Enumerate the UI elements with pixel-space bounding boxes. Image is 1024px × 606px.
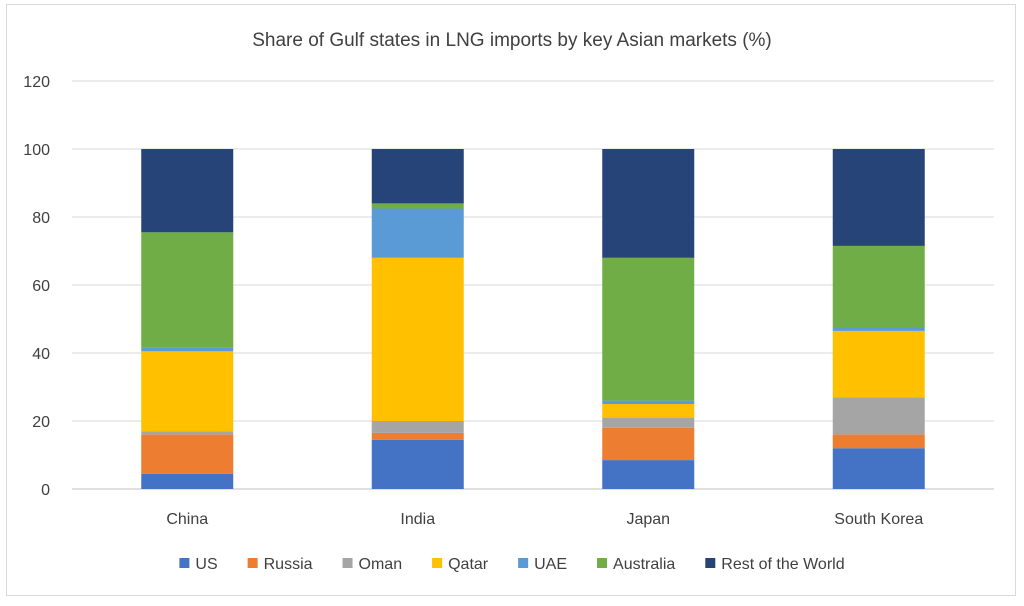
bar-china-oman — [141, 431, 234, 435]
x-category-label-india: India — [400, 511, 435, 528]
y-tick-label-20: 20 — [32, 414, 50, 431]
bar-india-qatar — [371, 257, 464, 421]
legend-label-australia: Australia — [613, 556, 675, 573]
bar-japan-rest-of-the-world — [602, 149, 695, 258]
legend: US Russia Oman Qatar UAE Australia Rest of the… — [179, 556, 845, 573]
x-category-label-south-korea: South Korea — [834, 511, 923, 528]
y-tick-label-120: 120 — [23, 74, 50, 91]
bar-china-australia — [141, 232, 234, 348]
bar-india-us — [371, 439, 464, 489]
y-axis-ticks: 0 20 40 60 80 100 120 — [23, 74, 50, 499]
bar-japan-oman — [602, 417, 695, 428]
chart-title: Share of Gulf states in LNG imports by k… — [252, 30, 772, 51]
bar-south-korea-uae — [832, 327, 925, 331]
legend-label-rest-of-the-world: Rest of the World — [721, 556, 844, 573]
bar-south-korea-us — [832, 448, 925, 489]
bar-china-uae — [141, 347, 234, 352]
bar-china-us — [141, 473, 234, 489]
legend-swatch-uae — [518, 558, 529, 568]
bar-india-australia — [371, 203, 464, 209]
bar-japan-russia — [602, 427, 695, 461]
y-tick-label-40: 40 — [32, 346, 50, 363]
bar-india-uae — [371, 208, 464, 258]
bar-japan-uae — [602, 400, 695, 404]
bar-japan-us — [602, 460, 695, 489]
bar-india-oman — [371, 421, 464, 433]
legend-label-qatar: Qatar — [448, 556, 489, 573]
bar-japan-australia — [602, 257, 695, 401]
bar-south-korea-australia — [832, 245, 925, 328]
bar-south-korea-rest-of-the-world — [832, 149, 925, 246]
bar-japan-qatar — [602, 404, 695, 418]
x-category-label-japan: Japan — [626, 511, 670, 528]
legend-label-russia: Russia — [264, 556, 313, 573]
bar-south-korea-qatar — [832, 330, 925, 398]
bar-china-russia — [141, 434, 234, 474]
bar-china-rest-of-the-world — [141, 149, 234, 233]
legend-swatch-rest-of-the-world — [705, 558, 716, 568]
legend-swatch-oman — [342, 558, 353, 568]
bar-india-russia — [371, 432, 464, 440]
legend-swatch-russia — [247, 558, 258, 568]
x-axis: China India Japan South Korea — [166, 511, 923, 528]
legend-swatch-australia — [597, 558, 608, 568]
bar-china-qatar — [141, 351, 234, 432]
legend-swatch-us — [179, 558, 190, 568]
y-tick-label-80: 80 — [32, 210, 50, 227]
legend-label-us: US — [195, 556, 217, 573]
legend-swatch-qatar — [432, 558, 443, 568]
bar-south-korea-oman — [832, 397, 925, 435]
legend-label-uae: UAE — [534, 556, 567, 573]
y-tick-label-100: 100 — [23, 142, 50, 159]
x-category-label-china: China — [166, 511, 208, 528]
bars — [141, 149, 925, 489]
y-tick-label-0: 0 — [41, 482, 50, 499]
y-tick-label-60: 60 — [32, 278, 50, 295]
bar-south-korea-russia — [832, 434, 925, 449]
legend-label-oman: Oman — [359, 556, 403, 573]
bar-india-rest-of-the-world — [371, 149, 464, 204]
